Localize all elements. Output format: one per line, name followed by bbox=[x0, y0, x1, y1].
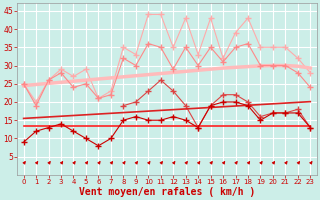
X-axis label: Vent moyen/en rafales ( km/h ): Vent moyen/en rafales ( km/h ) bbox=[79, 187, 255, 197]
